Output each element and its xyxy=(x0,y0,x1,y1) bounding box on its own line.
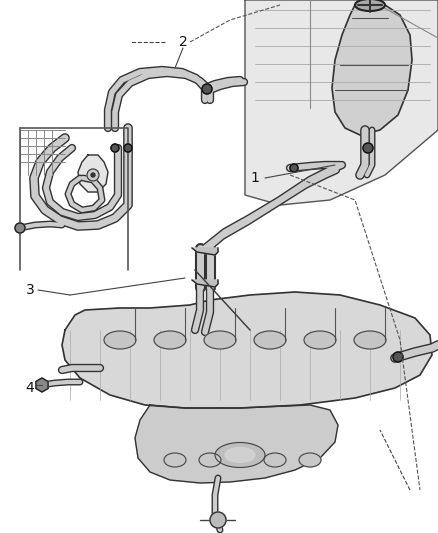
Circle shape xyxy=(111,144,119,152)
Circle shape xyxy=(91,173,95,177)
Ellipse shape xyxy=(164,453,186,467)
Text: 1: 1 xyxy=(251,171,259,185)
Polygon shape xyxy=(192,280,218,287)
Ellipse shape xyxy=(199,453,221,467)
Ellipse shape xyxy=(215,442,265,467)
Ellipse shape xyxy=(354,331,386,349)
Polygon shape xyxy=(192,248,218,255)
Polygon shape xyxy=(332,5,412,135)
Polygon shape xyxy=(135,405,338,483)
Ellipse shape xyxy=(204,331,236,349)
Ellipse shape xyxy=(254,331,286,349)
Text: 2: 2 xyxy=(179,35,187,49)
Polygon shape xyxy=(62,292,432,408)
Text: 3: 3 xyxy=(26,283,34,297)
Circle shape xyxy=(290,164,298,172)
Polygon shape xyxy=(78,155,108,192)
Ellipse shape xyxy=(355,0,385,11)
Ellipse shape xyxy=(154,331,186,349)
Circle shape xyxy=(393,352,403,362)
Ellipse shape xyxy=(304,331,336,349)
Ellipse shape xyxy=(225,448,255,463)
Circle shape xyxy=(202,84,212,94)
Circle shape xyxy=(210,512,226,528)
Circle shape xyxy=(15,223,25,233)
Ellipse shape xyxy=(264,453,286,467)
Circle shape xyxy=(124,144,132,152)
Circle shape xyxy=(363,143,373,153)
Ellipse shape xyxy=(299,453,321,467)
Polygon shape xyxy=(245,0,438,205)
Circle shape xyxy=(87,169,99,181)
Text: 4: 4 xyxy=(26,381,34,395)
Ellipse shape xyxy=(104,331,136,349)
